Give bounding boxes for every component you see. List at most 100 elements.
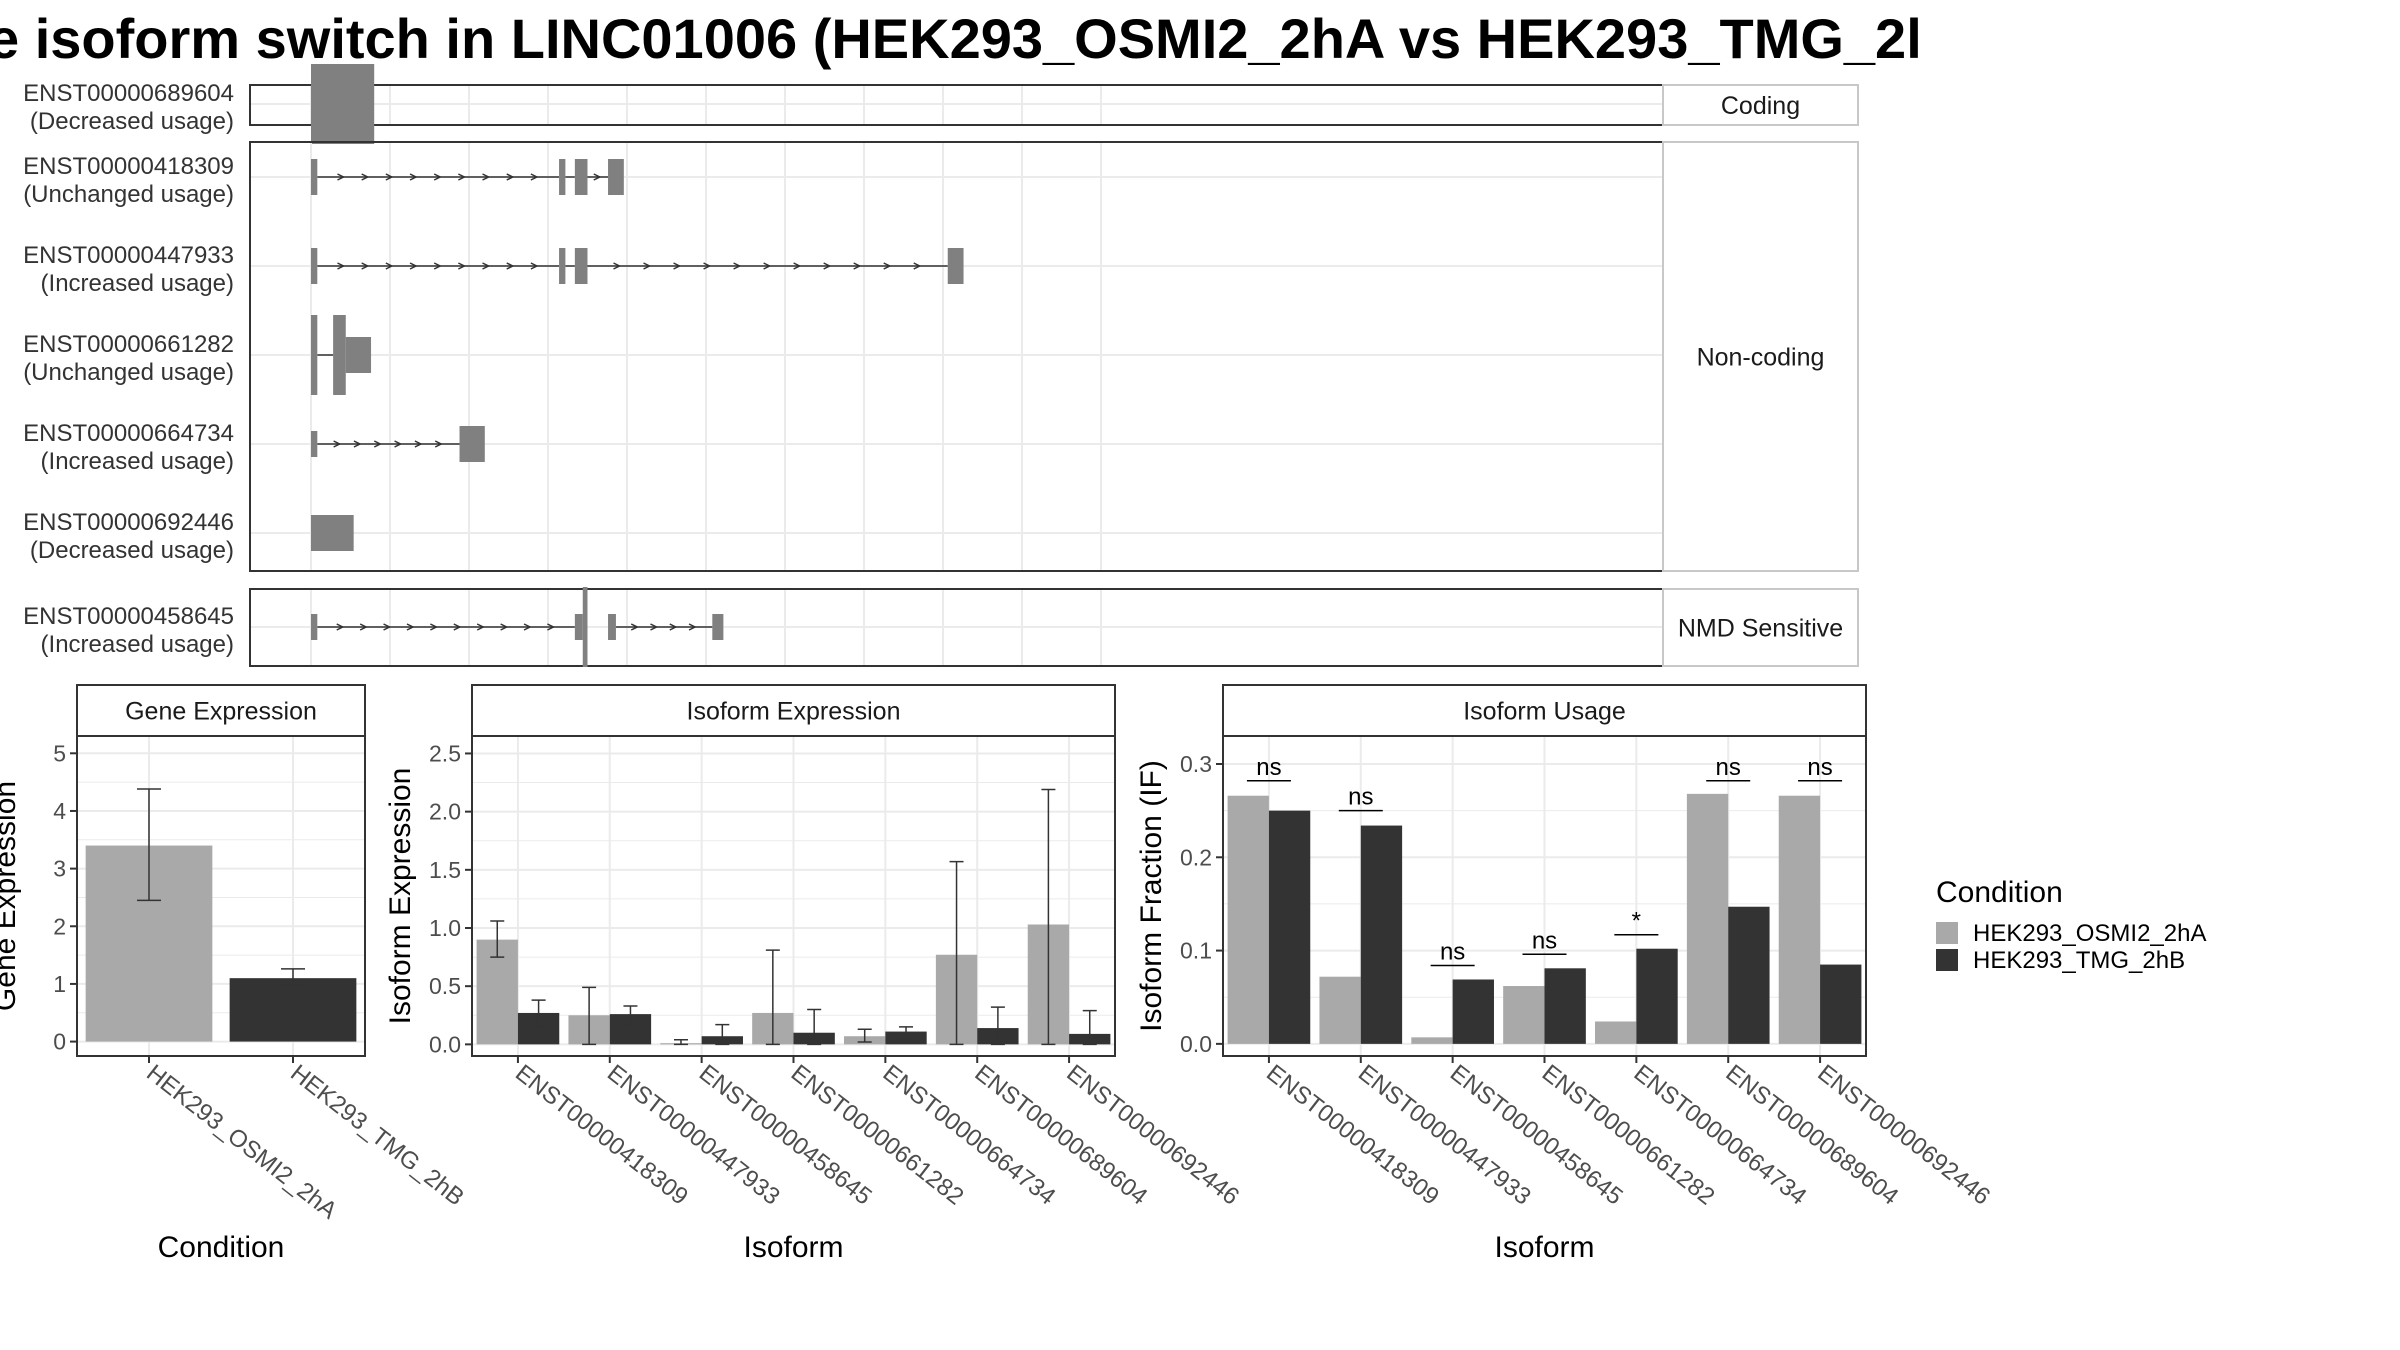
intron-direction-arrow <box>530 262 539 270</box>
x-axis-title: Isoform <box>1494 1231 1594 1264</box>
exon <box>311 515 354 551</box>
x-axis-title: Condition <box>158 1231 285 1264</box>
intron-direction-arrow <box>703 262 712 270</box>
transcript-usage-label: (Unchanged usage) <box>23 181 234 208</box>
intron-direction-arrow <box>409 173 418 181</box>
intron-direction-arrow <box>547 623 556 631</box>
transcript-id-label: ENST00000689604 <box>23 80 234 107</box>
intron-direction-arrow <box>353 440 362 448</box>
x-tick-label: ENST00000664734 <box>878 1059 1061 1210</box>
y-tick-label: 2.5 <box>429 740 461 766</box>
bar <box>1503 986 1545 1044</box>
facet-strip <box>1662 141 1859 572</box>
isoform-usage-panel: Isoform Usage ns ns ns ns * ns ns 0.0 0.1 0.2 0.3 EN… <box>1135 684 1995 1264</box>
exon <box>311 431 318 457</box>
exon <box>608 614 616 640</box>
y-tick-label: 0.3 <box>1180 751 1212 777</box>
error-bar <box>899 1026 914 1039</box>
transcript-usage-label: (Increased usage) <box>41 631 234 658</box>
y-tick-label: 4 <box>53 798 66 824</box>
error-bar <box>949 860 964 1046</box>
intron-direction-arrow <box>458 262 467 270</box>
x-tick-label: ENST00000692446 <box>1061 1059 1244 1210</box>
transcript-usage-label: (Increased usage) <box>41 270 234 297</box>
error-bar <box>715 1023 730 1046</box>
x-tick-label: ENST00000661282 <box>1537 1059 1720 1210</box>
exon <box>608 159 624 195</box>
bar <box>1411 1037 1453 1044</box>
significance-label: ns <box>1532 927 1557 954</box>
intron-direction-arrow <box>414 440 423 448</box>
intron-direction-arrow <box>337 262 346 270</box>
bar <box>1820 964 1862 1044</box>
intron-direction-arrow <box>385 262 394 270</box>
significance-label: ns <box>1256 754 1281 781</box>
exon <box>559 248 566 284</box>
exon <box>574 159 588 195</box>
intron-direction-arrow <box>433 262 442 270</box>
error-bar <box>137 788 161 902</box>
x-tick-label: ENST00000458645 <box>694 1059 877 1210</box>
intron-direction-arrow <box>883 262 892 270</box>
significance-label: * <box>1632 908 1641 935</box>
intron-direction-arrow <box>853 262 862 270</box>
bar <box>1319 976 1361 1044</box>
y-tick-label: 3 <box>53 856 66 882</box>
intron-direction-arrow <box>643 262 652 270</box>
intron-direction-arrow <box>333 440 342 448</box>
y-axis-title: Gene Expression <box>0 781 22 1011</box>
error-bar <box>531 999 546 1028</box>
figure-title: e isoform switch in LINC01006 (HEK293_OS… <box>0 7 1922 70</box>
panel-title: Gene Expression <box>125 698 317 726</box>
exon <box>947 248 964 284</box>
intron-direction-arrow <box>430 623 439 631</box>
intron-direction-arrow <box>406 623 415 631</box>
bar <box>1778 795 1821 1044</box>
x-tick-label: ENST00000692446 <box>1812 1059 1995 1210</box>
legend-swatch-b <box>1936 949 1958 971</box>
intron-direction-arrow <box>913 262 922 270</box>
exon <box>712 614 724 640</box>
x-tick-label: ENST00000664734 <box>1629 1059 1812 1210</box>
panel-title: Isoform Expression <box>687 698 901 726</box>
intron-direction-arrow <box>373 440 382 448</box>
isoform-expression-panel: Isoform Expression 0.0 0.5 1.0 1.5 2.0 2.5 ENST… <box>384 684 1244 1264</box>
y-tick-label: 1 <box>53 971 66 997</box>
error-bar <box>623 1005 638 1025</box>
error-bar <box>990 1006 1005 1046</box>
significance-label: ns <box>1440 939 1465 966</box>
y-tick-label: 0.2 <box>1180 844 1212 870</box>
intron-direction-arrow <box>593 173 602 181</box>
intron-direction-arrow <box>482 173 491 181</box>
legend-item-label: HEK293_OSMI2_2hA <box>1973 920 2206 947</box>
structure-panel-border <box>249 141 1664 572</box>
intron-direction-arrow <box>359 623 368 631</box>
x-tick-label: ENST00000447933 <box>602 1059 785 1210</box>
y-tick-label: 2.0 <box>429 799 461 825</box>
exon <box>333 315 346 395</box>
facet-strip-label: NMD Sensitive <box>1678 615 1843 643</box>
transcript-id-label: ENST00000418309 <box>23 153 234 180</box>
intron-direction-arrow <box>688 623 697 631</box>
intron-direction-arrow <box>763 262 772 270</box>
x-tick-label: ENST00000689604 <box>970 1059 1153 1210</box>
x-tick-label: ENST00000418309 <box>510 1059 693 1210</box>
intron-direction-arrow <box>530 173 539 181</box>
intron-direction-arrow <box>383 623 392 631</box>
intron-direction-arrow <box>482 262 491 270</box>
transcript-usage-label: (Decreased usage) <box>30 537 234 564</box>
bar <box>229 978 357 1042</box>
error-bar <box>807 1008 822 1046</box>
error-bar <box>673 1038 688 1046</box>
intron-direction-arrow <box>823 262 832 270</box>
panel-title: Isoform Usage <box>1463 698 1626 726</box>
error-bar <box>1082 1009 1097 1046</box>
y-tick-label: 0 <box>53 1029 66 1055</box>
y-axis-title: Isoform Expression <box>384 768 417 1025</box>
intron-direction-arrow <box>409 262 418 270</box>
y-tick-label: 0.5 <box>429 973 461 999</box>
intron-direction-arrow <box>336 623 345 631</box>
exon <box>345 337 372 373</box>
